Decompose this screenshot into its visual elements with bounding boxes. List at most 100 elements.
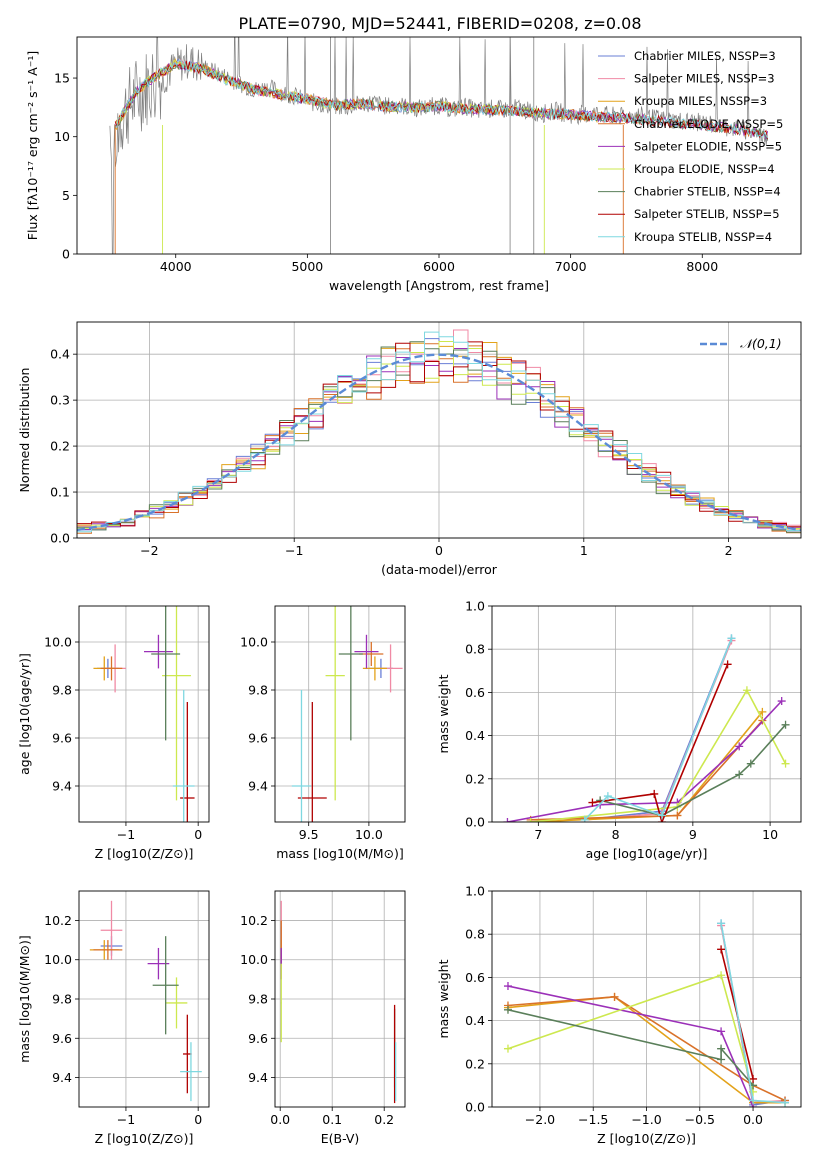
marker <box>657 811 666 820</box>
x-tick-label: 0.2 <box>374 1112 394 1127</box>
y-tick-label: 9.8 <box>52 683 72 698</box>
gaussian-curve <box>77 353 801 532</box>
y-tick-label: 9.4 <box>248 779 268 794</box>
axes-frame <box>491 605 802 823</box>
panel-mass-vs-ebv: 0.0 0.1 0.2 9.4 9.6 9.8 10.0 10.2 E(B-V) <box>240 890 406 1146</box>
x-axis-label: E(B-V) <box>321 1131 360 1146</box>
mass-weight-series <box>530 688 787 822</box>
axes-frame <box>491 890 802 1108</box>
axes-frame <box>78 605 210 823</box>
y-tick-label: 0.0 <box>465 1100 485 1115</box>
mass-weight-series <box>592 663 729 822</box>
y-tick-label: 0.1 <box>50 485 70 500</box>
y-tick-label: 15 <box>54 71 70 86</box>
legend-label: Salpeter ELODIE, NSSP=5 <box>634 139 782 153</box>
marker <box>717 1027 726 1036</box>
legend-label: Salpeter MILES, NSSP=3 <box>634 72 775 86</box>
y-tick-label: 0.0 <box>50 531 70 546</box>
plot-area <box>77 329 801 534</box>
axes-frame <box>274 890 406 1108</box>
y-tick-label: 9.4 <box>52 779 72 794</box>
marker <box>749 1074 758 1083</box>
y-tick-label: 0 <box>62 247 70 262</box>
y-axis-label: mass weight <box>436 674 451 753</box>
y-tick-label: 9.8 <box>248 683 268 698</box>
y-tick-label: 1.0 <box>465 599 485 614</box>
legend-label: Kroupa STELIB, NSSP=4 <box>634 230 772 244</box>
residual-histogram <box>77 341 801 528</box>
marker <box>742 686 751 695</box>
marker <box>673 811 682 820</box>
marker <box>727 634 736 643</box>
marker <box>526 818 535 822</box>
marker <box>777 697 786 706</box>
y-tick-label: 0.8 <box>465 642 485 657</box>
legend: Chabrier MILES, NSSP=3 Salpeter MILES, NS… <box>598 49 783 244</box>
marker <box>723 660 732 669</box>
y-axis-label: mass [log10(M/M⊙)] <box>17 935 32 1063</box>
x-tick-label: −1 <box>117 1112 135 1127</box>
y-tick-label: 10.0 <box>44 952 72 967</box>
y-tick-label: 0.2 <box>465 1056 485 1071</box>
y-tick-label: 10.2 <box>240 913 268 928</box>
y-tick-label: 0.4 <box>465 728 485 743</box>
marker <box>503 982 512 991</box>
y-tick-label: 10 <box>54 129 70 144</box>
marker <box>746 759 755 768</box>
x-tick-label: 10.0 <box>355 827 383 842</box>
panel-spectrum: 4000 5000 6000 7000 8000 0 5 10 15 wavelength [An… <box>25 36 802 293</box>
panel-mass-weight-vs-Z: −2.0 −1.5 −1.0 −0.5 0.0 0.0 0.2 0.4 0.6 0.8 1.0 Z [… <box>436 884 802 1146</box>
y-tick-label: 0.6 <box>465 685 485 700</box>
y-tick-label: 9.4 <box>248 1070 268 1085</box>
x-tick-label: 6000 <box>423 259 455 274</box>
x-tick-label: 0 <box>194 1112 202 1127</box>
y-tick-label: 0.2 <box>465 771 485 786</box>
x-tick-label: −2 <box>140 543 158 558</box>
y-tick-label: 1.0 <box>465 884 485 899</box>
x-tick-label: −1.5 <box>578 1112 608 1127</box>
x-axis-label: age [log10(age/yr)] <box>586 846 708 861</box>
model-spectrum-line <box>115 59 768 138</box>
y-tick-label: 10.0 <box>44 635 72 650</box>
y-tick-label: 0.6 <box>465 970 485 985</box>
y-tick-label: 9.8 <box>52 992 72 1007</box>
marker <box>503 1005 512 1014</box>
x-axis-label: wavelength [Angstrom, rest frame] <box>329 278 549 293</box>
x-tick-label: 1 <box>580 543 588 558</box>
y-tick-label: 10.2 <box>44 913 72 928</box>
y-axis-label: Flux [fλ10⁻¹⁷ erg cm⁻² s⁻¹ A⁻¹] <box>25 51 40 240</box>
x-tick-label: −1.0 <box>631 1112 661 1127</box>
legend-label: Chabrier ELODIE, NSSP=5 <box>634 117 783 131</box>
marker <box>588 798 597 807</box>
mass-weight-series <box>507 1009 754 1086</box>
marker <box>650 789 659 798</box>
legend-label: Kroupa MILES, NSSP=3 <box>634 94 767 108</box>
y-tick-label: 0.3 <box>50 393 70 408</box>
x-tick-label: −1 <box>117 827 135 842</box>
y-tick-label: 9.6 <box>248 731 268 746</box>
y-tick-label: 9.6 <box>248 1031 268 1046</box>
residual-histogram <box>77 331 801 533</box>
marker <box>781 720 790 729</box>
x-tick-label: 0.1 <box>322 1112 342 1127</box>
panel-age-vs-mass: 9.5 10.0 9.4 9.6 9.8 10.0 mass [log10(M/M⊙)] <box>240 605 406 861</box>
y-tick-label: 9.6 <box>52 1031 72 1046</box>
mass-weight-series <box>584 638 733 821</box>
x-tick-label: 7 <box>534 827 542 842</box>
marker <box>717 945 726 954</box>
x-tick-label: 2 <box>725 543 733 558</box>
panel-mass-vs-Z: −1 0 9.4 9.6 9.8 10.0 10.2 Z [log10(Z/Z⊙)] mass … <box>17 890 210 1146</box>
x-tick-label: 0 <box>194 827 202 842</box>
marker <box>735 742 744 751</box>
y-tick-label: 0.0 <box>465 815 485 830</box>
x-tick-label: 0 <box>435 543 443 558</box>
y-axis-label: mass weight <box>436 959 451 1038</box>
y-axis-label: Normed distribution <box>17 368 32 493</box>
x-axis-label: Z [log10(Z/Z⊙)] <box>95 846 194 861</box>
x-axis-label: Z [log10(Z/Z⊙)] <box>95 1131 194 1146</box>
marker <box>717 1044 726 1053</box>
panel-residuals: −2 −1 0 1 2 0.0 0.1 0.2 0.3 0.4 (data-model)/error… <box>17 321 802 577</box>
panel-mass-weight-vs-age: 7 8 9 10 0.0 0.2 0.4 0.6 0.8 1.0 age [log10(age/yr… <box>436 599 802 861</box>
x-tick-label: 10 <box>762 827 778 842</box>
